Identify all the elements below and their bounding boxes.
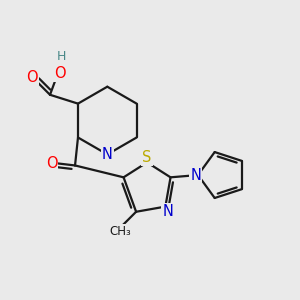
Text: CH₃: CH₃ <box>109 225 131 238</box>
Text: O: O <box>46 156 57 171</box>
Text: O: O <box>26 70 38 85</box>
Text: O: O <box>55 66 66 81</box>
Text: N: N <box>102 147 113 162</box>
Text: N: N <box>190 167 201 182</box>
Text: H: H <box>57 50 67 63</box>
Text: N: N <box>162 204 173 219</box>
Text: S: S <box>142 150 152 165</box>
